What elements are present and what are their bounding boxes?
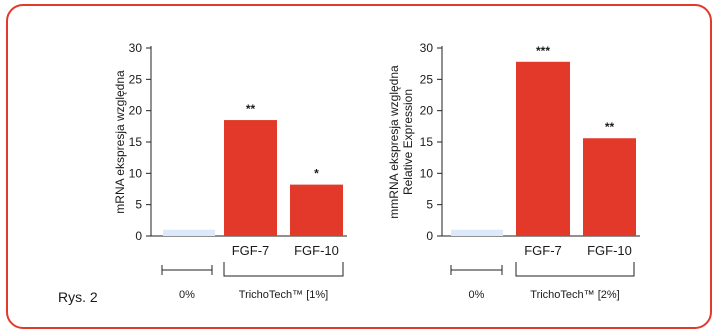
chart1-bar-fgf-10 [290,184,343,236]
chart2-bar-fgf-7 [516,61,570,236]
chart2-tick-label-25: 25 [420,72,434,86]
figure-label: Rys. 2 [58,289,98,305]
chart1-category-fgf-10: FGF-10 [294,243,339,258]
chart2-tick-label-15: 15 [420,135,434,149]
chart1-tick-label-25: 25 [129,72,143,86]
chart2-group-1-label: TrichoTech™ [2%] [530,289,619,301]
chart1-tick-label-0: 0 [135,229,142,243]
chart1-bar-control [163,229,215,236]
figure-canvas: Rys. 2 0 5 10 15 20 25 30 mRNA ekspresja względ… [6,4,712,329]
chart2-tick-label-5: 5 [426,198,433,212]
chart2-bar-fgf-10 [583,138,636,236]
chart1-significance-fgf-7: ** [246,102,256,116]
chart1-tick-label-20: 20 [129,104,143,118]
chart2-group-0-label: 0% [469,289,485,301]
chart2-y-label-line-1: mmRNA ekspresja względna [387,65,401,219]
chart2-tick-label-0: 0 [426,229,433,243]
chart2-category-fgf-10: FGF-10 [587,243,632,258]
chart1-group-1-bracket [223,262,344,277]
chart2-significance-fgf-7: *** [536,44,550,58]
chart2-tick-label-30: 30 [420,41,434,55]
chart1-category-fgf-7: FGF-7 [232,243,270,258]
figure-frame: Rys. 2 0 5 10 15 20 25 30 mRNA ekspresja względ… [6,4,712,329]
chart1-tick-label-5: 5 [135,198,142,212]
chart1-group-1-label: TrichoTech™ [1%] [239,289,328,301]
chart1-y-label-line-1: mRNA ekspresja względna [113,70,127,214]
chart1-bar-fgf-7 [224,120,277,236]
chart1-tick-label-10: 10 [129,166,143,180]
chart2-group-1-bracket [515,262,635,277]
chart2-significance-fgf-10: ** [605,120,615,134]
chart2-bar-control [451,229,503,236]
chart2-tick-label-20: 20 [420,104,434,118]
chart2-category-fgf-7: FGF-7 [524,243,562,258]
chart1-tick-label-30: 30 [129,41,143,55]
chart2-y-label-line-2: Relative Expression [401,89,415,195]
chart1-tick-label-15: 15 [129,135,143,149]
chart1-group-0-label: 0% [179,289,195,301]
chart2-tick-label-10: 10 [420,166,434,180]
chart1-significance-fgf-10: * [314,167,319,181]
